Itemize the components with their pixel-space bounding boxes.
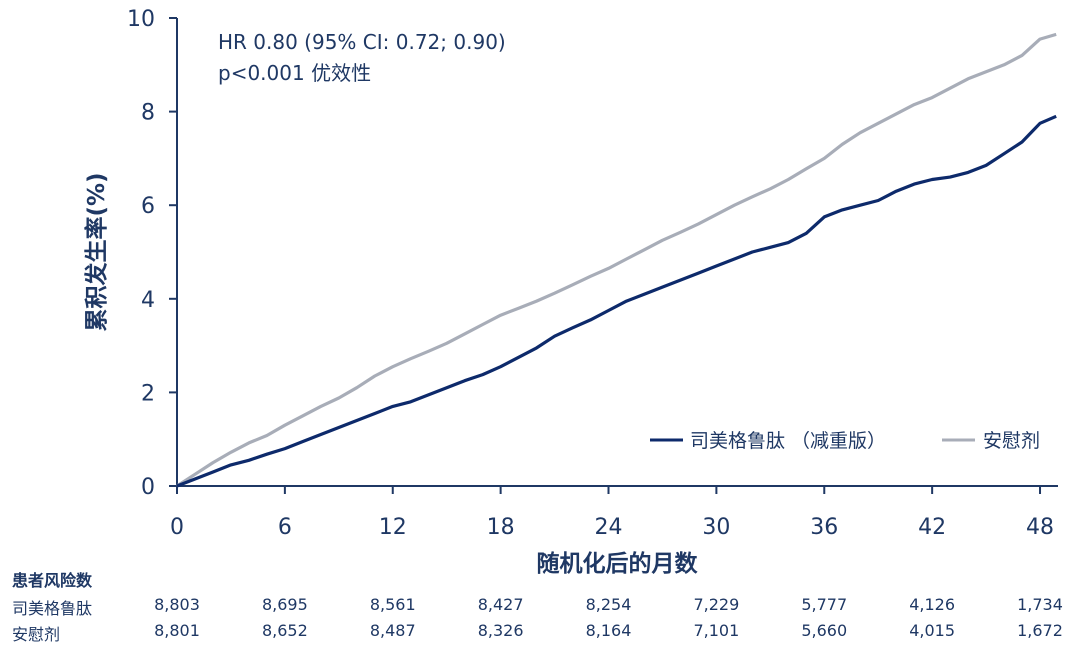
y-axis-ticks: 0 2 4 6 8 10 [127,7,177,500]
x-tick-label: 42 [918,515,946,540]
x-tick-label: 36 [810,515,838,540]
annotation-p: p<0.001 优效性 [218,61,371,85]
risk-value-semaglutide: 8,427 [477,595,524,614]
x-tick-label: 0 [170,515,184,540]
x-axis-ticks: 0 6 12 18 24 30 36 42 48 [170,486,1054,540]
risk-value-semaglutide: 8,695 [261,595,308,614]
risk-value-semaglutide: 8,254 [585,595,632,614]
risk-value-placebo: 8,652 [261,621,308,640]
legend-label-semaglutide: 司美格鲁肽 （减重版） [690,430,886,452]
risk-value-semaglutide: 4,126 [909,595,956,614]
legend: 司美格鲁肽 （减重版） 安慰剂 [650,430,1040,452]
series-lines [176,32,1057,488]
risk-value-semaglutide: 5,777 [801,595,848,614]
risk-value-semaglutide: 8,561 [369,595,416,614]
y-tick-label: 0 [141,475,155,500]
x-tick-label: 30 [702,515,730,540]
y-tick-label: 4 [141,288,155,313]
series-line-placebo [176,32,1057,488]
risk-value-placebo: 8,164 [585,621,632,640]
risk-value-semaglutide: 1,734 [1017,595,1063,614]
risk-value-semaglutide: 8,803 [154,595,200,614]
risk-value-semaglutide: 7,229 [693,595,740,614]
x-tick-label: 12 [379,515,407,540]
x-tick-label: 48 [1026,515,1054,540]
y-tick-label: 8 [141,101,155,126]
y-axis-label: 累积发生率(%) [83,172,110,331]
y-tick-label: 10 [127,7,155,32]
series-line-semaglutide [176,114,1057,488]
risk-value-placebo: 1,672 [1017,621,1063,640]
risk-value-placebo: 5,660 [801,621,848,640]
risk-value-placebo: 8,801 [154,621,200,640]
x-axis-label: 随机化后的月数 [537,550,699,577]
risk-value-placebo: 4,015 [909,621,956,640]
risk-value-placebo: 7,101 [693,621,740,640]
x-tick-label: 18 [487,515,515,540]
risk-row-label-placebo: 安慰剂 [12,625,61,644]
risk-table-title: 患者风险数 [12,571,93,590]
y-tick-label: 6 [141,194,155,219]
x-tick-label: 6 [278,515,292,540]
x-tick-label: 24 [595,515,623,540]
legend-label-placebo: 安慰剂 [983,430,1040,452]
risk-value-placebo: 8,326 [477,621,524,640]
annotation-hr: HR 0.80 (95% CI: 0.72; 0.90) [218,30,506,54]
y-tick-label: 2 [141,381,155,406]
risk-row-label-semaglutide: 司美格鲁肽 [12,599,93,618]
risk-value-placebo: 8,487 [369,621,416,640]
